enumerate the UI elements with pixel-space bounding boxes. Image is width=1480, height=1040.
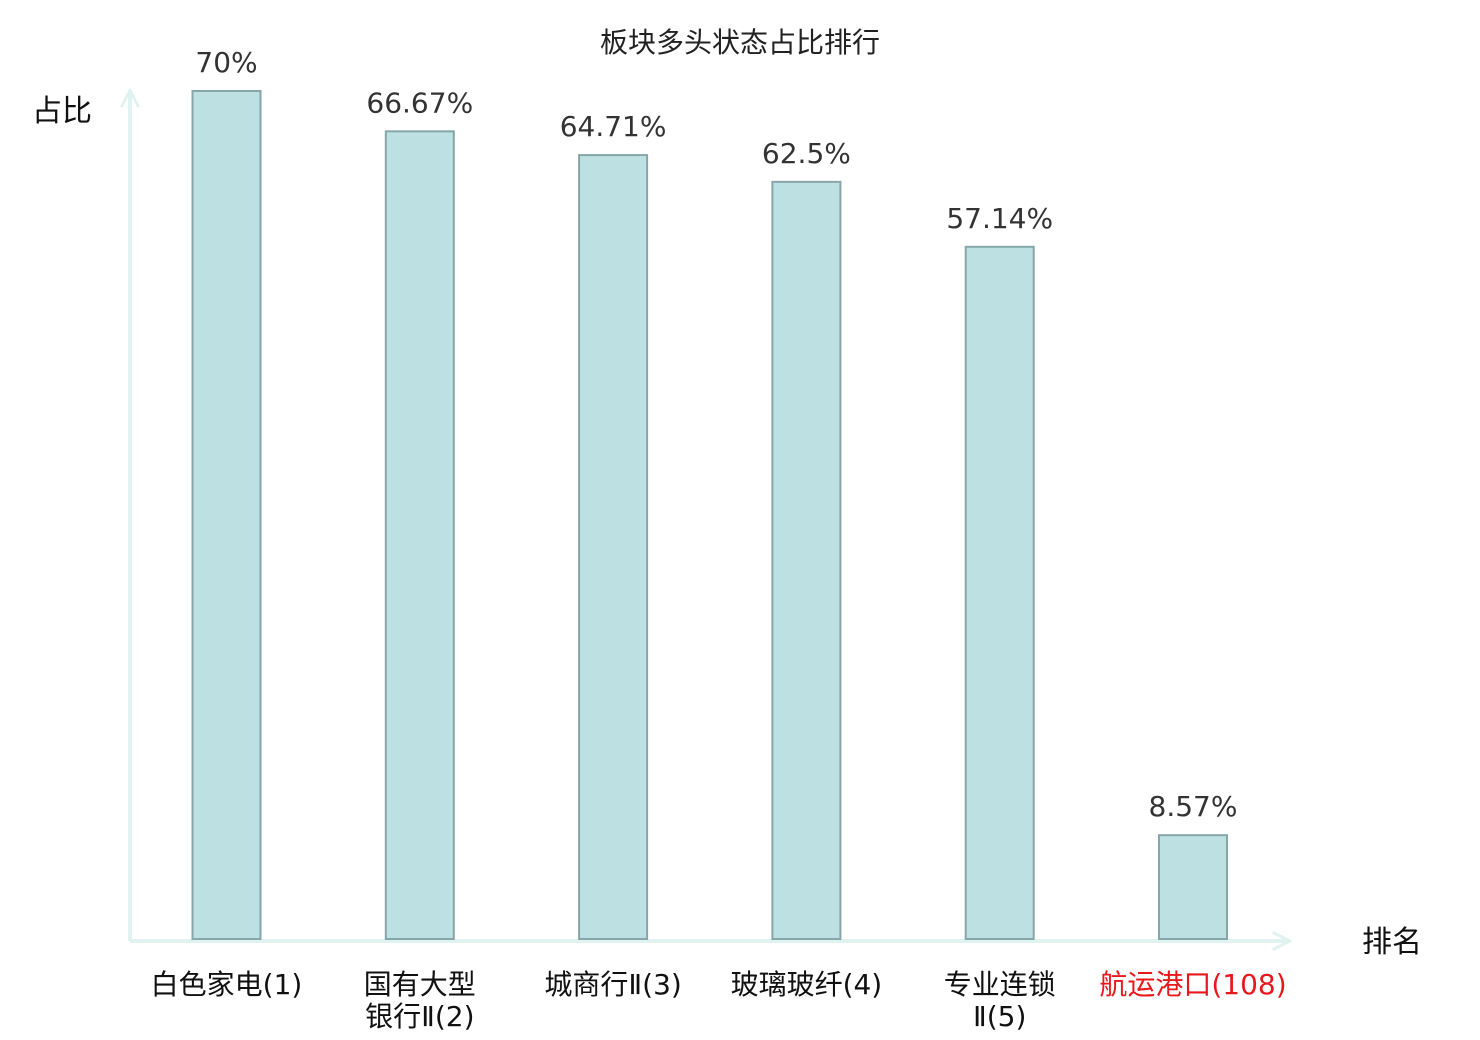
x-tick-label-line: 航运港口(108) (1099, 968, 1286, 1001)
x-tick-labels-group: 白色家电(1) 国有大型银行Ⅱ(2) 城商行Ⅱ(3) 玻璃玻纤(4) 专业连锁 Ⅱ(5) 航… (151, 968, 1287, 1033)
x-tick-label-line: 白色家电(1) (151, 968, 303, 1001)
bar-1 (191, 90, 262, 940)
value-label-5: 57.14% (946, 202, 1053, 235)
value-label-3: 64.71% (560, 110, 667, 143)
x-tick-label-5: 专业连锁 Ⅱ(5) (944, 968, 1056, 1033)
bar-4 (771, 180, 842, 941)
x-tick-label-3: 城商行Ⅱ(3) (544, 968, 681, 1001)
x-tick-label-line: Ⅱ(5) (973, 1000, 1026, 1033)
value-label-4: 62.5% (762, 137, 851, 170)
x-tick-label-line: 玻璃玻纤(4) (731, 968, 883, 1001)
value-label-6: 8.57% (1149, 790, 1238, 823)
x-tick-label-1: 白色家电(1) (151, 968, 303, 1001)
value-label-2: 66.67% (366, 86, 473, 119)
bar-5 (964, 245, 1035, 940)
x-tick-label-line: 专业连锁 (944, 968, 1056, 1001)
y-axis-label: 占比 (32, 94, 92, 129)
x-tick-label-2: 国有大型银行Ⅱ(2) (364, 968, 476, 1033)
bar-6 (1158, 834, 1228, 940)
bar-3 (578, 154, 649, 940)
x-tick-label-line: 国有大型 (364, 968, 476, 1001)
x-tick-label-line: 银行Ⅱ(2) (365, 1000, 474, 1033)
x-tick-label-6: 航运港口(108) (1099, 968, 1286, 1001)
chart-title: 板块多头状态占比排行 (600, 26, 880, 59)
bars-group (191, 90, 1228, 941)
value-labels-group: 70% 66.67% 64.71% 62.5% 57.14% 8.57% (195, 46, 1237, 823)
x-axis-label: 排名 (1362, 925, 1422, 960)
x-tick-label-4: 玻璃玻纤(4) (731, 968, 883, 1001)
value-label-1: 70% (195, 46, 257, 79)
x-tick-label-line: 城商行Ⅱ(3) (544, 968, 681, 1001)
bar-2 (384, 130, 455, 940)
